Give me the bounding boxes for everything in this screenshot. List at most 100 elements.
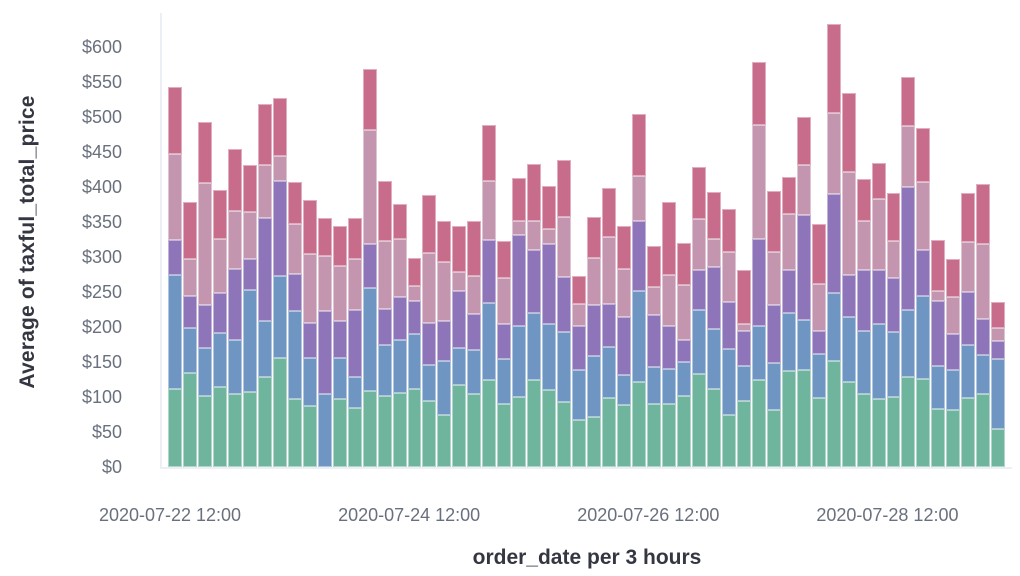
- bar-segment-series-3-purple[interactable]: [287, 273, 302, 311]
- bar-segment-series-4-mauve[interactable]: [557, 217, 572, 278]
- bar-segment-series-3-purple[interactable]: [212, 292, 227, 333]
- bar[interactable]: [557, 160, 572, 467]
- bar-segment-series-1-green[interactable]: [661, 404, 676, 467]
- bar-segment-series-3-purple[interactable]: [632, 220, 646, 291]
- bar-segment-series-4-mauve[interactable]: [482, 180, 497, 241]
- bar-segment-series-2-blue[interactable]: [796, 320, 811, 371]
- bar-segment-series-1-green[interactable]: [602, 398, 617, 467]
- bar-segment-series-1-green[interactable]: [437, 414, 452, 467]
- bar[interactable]: [931, 239, 946, 467]
- bar-segment-series-2-blue[interactable]: [991, 358, 1006, 429]
- bar-segment-series-1-green[interactable]: [826, 360, 841, 467]
- bar-segment-series-2-blue[interactable]: [182, 327, 197, 373]
- bar[interactable]: [676, 243, 691, 467]
- bar-segment-series-1-green[interactable]: [811, 398, 826, 467]
- bar-segment-series-4-mauve[interactable]: [377, 240, 392, 309]
- bar-segment-series-3-purple[interactable]: [168, 239, 182, 275]
- bar-segment-series-1-green[interactable]: [257, 376, 272, 467]
- bar-segment-series-5-rose[interactable]: [632, 114, 646, 176]
- bar-segment-series-5-rose[interactable]: [317, 217, 332, 256]
- bar-segment-series-1-green[interactable]: [197, 396, 212, 467]
- bar[interactable]: [572, 275, 587, 467]
- bar-segment-series-4-mauve[interactable]: [272, 156, 287, 181]
- bar-segment-series-4-mauve[interactable]: [347, 259, 362, 310]
- bar-segment-series-3-purple[interactable]: [482, 240, 497, 303]
- bar-segment-series-3-purple[interactable]: [227, 268, 242, 341]
- bar-segment-series-5-rose[interactable]: [407, 257, 422, 286]
- bar-segment-series-1-green[interactable]: [931, 408, 946, 467]
- bar-segment-series-5-rose[interactable]: [587, 217, 602, 258]
- bar-segment-series-1-green[interactable]: [766, 410, 781, 467]
- bar-segment-series-2-blue[interactable]: [437, 360, 452, 415]
- bar-segment-series-5-rose[interactable]: [991, 301, 1006, 329]
- bar-segment-series-4-mauve[interactable]: [497, 278, 512, 325]
- bar-segment-series-3-purple[interactable]: [991, 341, 1006, 359]
- bar-segment-series-3-purple[interactable]: [512, 235, 527, 326]
- bar-segment-series-3-purple[interactable]: [362, 244, 377, 288]
- bar[interactable]: [542, 185, 557, 467]
- bar-segment-series-5-rose[interactable]: [826, 23, 841, 113]
- bar-segment-series-5-rose[interactable]: [482, 124, 497, 181]
- bar-segment-series-3-purple[interactable]: [916, 250, 931, 297]
- bar[interactable]: [587, 217, 602, 467]
- bar-segment-series-4-mauve[interactable]: [931, 290, 946, 302]
- bar-segment-series-4-mauve[interactable]: [751, 125, 766, 239]
- bar-segment-series-4-mauve[interactable]: [766, 252, 781, 305]
- bar-segment-series-4-mauve[interactable]: [856, 221, 871, 270]
- bar-segment-series-3-purple[interactable]: [272, 180, 287, 276]
- bar-segment-series-3-purple[interactable]: [826, 194, 841, 294]
- bar-segment-series-1-green[interactable]: [182, 372, 197, 467]
- bar-segment-series-5-rose[interactable]: [557, 160, 572, 218]
- bar-segment-series-1-green[interactable]: [572, 420, 587, 467]
- bar-segment-series-3-purple[interactable]: [542, 244, 557, 325]
- bar-segment-series-1-green[interactable]: [961, 398, 976, 467]
- bar-segment-series-4-mauve[interactable]: [886, 240, 901, 279]
- bar-segment-series-5-rose[interactable]: [542, 185, 557, 230]
- bar-segment-series-2-blue[interactable]: [721, 349, 736, 415]
- bar-segment-series-3-purple[interactable]: [961, 292, 976, 346]
- bar-segment-series-3-purple[interactable]: [706, 266, 721, 330]
- bar-segment-series-4-mauve[interactable]: [676, 285, 691, 341]
- bar-segment-series-3-purple[interactable]: [242, 259, 257, 290]
- bar-segment-series-2-blue[interactable]: [572, 370, 587, 421]
- bar-segment-series-1-green[interactable]: [302, 406, 317, 467]
- bar[interactable]: [527, 163, 542, 467]
- bar-segment-series-2-blue[interactable]: [661, 369, 676, 404]
- bar-segment-series-4-mauve[interactable]: [991, 328, 1006, 341]
- bar-segment-series-3-purple[interactable]: [766, 304, 781, 363]
- bar-segment-series-4-mauve[interactable]: [811, 283, 826, 331]
- bar-segment-series-1-green[interactable]: [392, 392, 407, 467]
- bar[interactable]: [467, 221, 482, 467]
- bar-segment-series-2-blue[interactable]: [302, 357, 317, 407]
- bar[interactable]: [841, 92, 856, 467]
- bar-segment-series-2-blue[interactable]: [766, 362, 781, 411]
- bar-segment-series-4-mauve[interactable]: [796, 165, 811, 216]
- bar[interactable]: [736, 269, 751, 467]
- bar-segment-series-3-purple[interactable]: [527, 250, 542, 314]
- bar[interactable]: [257, 103, 272, 467]
- bar-segment-series-1-green[interactable]: [796, 370, 811, 467]
- bar-segment-series-5-rose[interactable]: [257, 103, 272, 166]
- bar-segment-series-2-blue[interactable]: [362, 287, 377, 391]
- bar-segment-series-1-green[interactable]: [721, 414, 736, 467]
- bar-segment-series-1-green[interactable]: [227, 394, 242, 467]
- bar-segment-series-1-green[interactable]: [781, 371, 796, 467]
- bar-segment-series-1-green[interactable]: [362, 390, 377, 467]
- bar[interactable]: [991, 301, 1006, 467]
- bar-segment-series-5-rose[interactable]: [168, 86, 182, 155]
- bar-segment-series-1-green[interactable]: [871, 399, 886, 467]
- bar[interactable]: [287, 182, 302, 467]
- bar-segment-series-4-mauve[interactable]: [168, 154, 182, 240]
- bar-segment-series-5-rose[interactable]: [212, 189, 227, 239]
- bar-segment-series-4-mauve[interactable]: [182, 259, 197, 297]
- bar-segment-series-3-purple[interactable]: [182, 296, 197, 328]
- bar-segment-series-2-blue[interactable]: [811, 354, 826, 399]
- bar-segment-series-4-mauve[interactable]: [841, 172, 856, 275]
- bar-segment-series-2-blue[interactable]: [826, 293, 841, 361]
- bar-segment-series-2-blue[interactable]: [392, 339, 407, 393]
- bar-segment-series-4-mauve[interactable]: [976, 243, 991, 319]
- bar-segment-series-3-purple[interactable]: [976, 318, 991, 355]
- bar-segment-series-2-blue[interactable]: [497, 359, 512, 404]
- bar-segment-series-5-rose[interactable]: [437, 221, 452, 262]
- bar-segment-series-4-mauve[interactable]: [257, 165, 272, 218]
